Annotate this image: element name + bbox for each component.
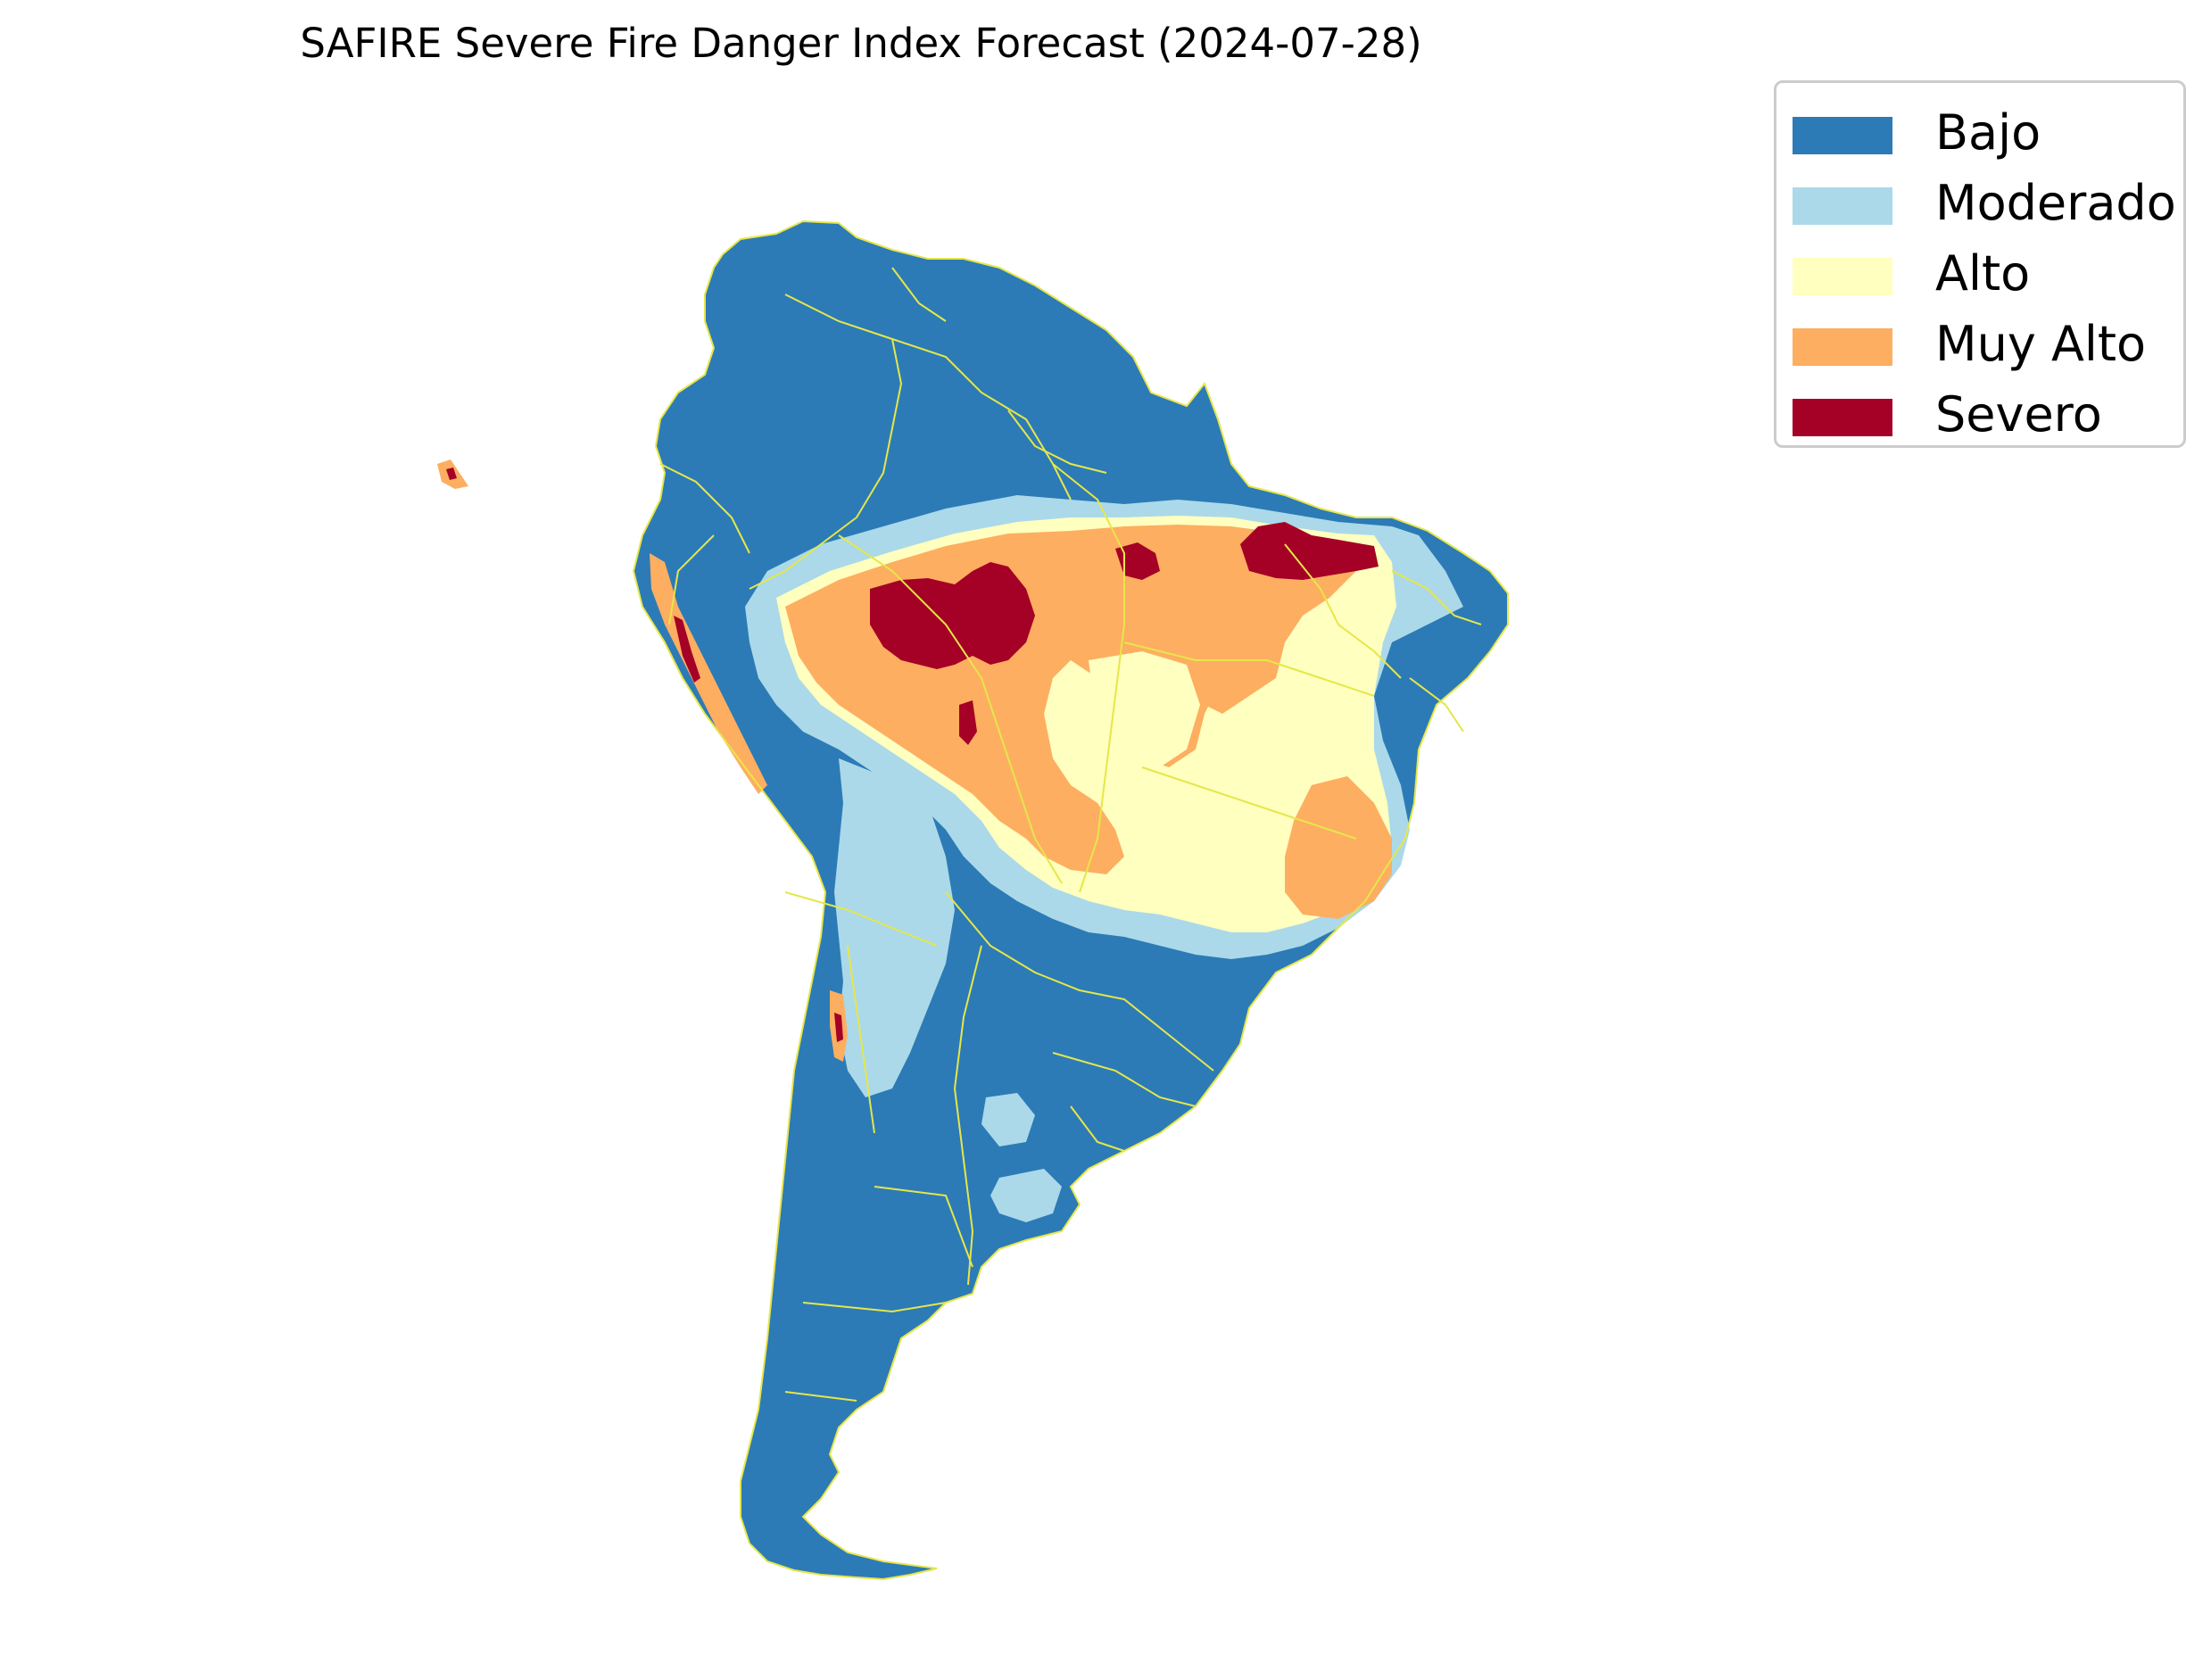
legend-label-moderado: Moderado <box>1935 175 2176 231</box>
legend-swatch-moderado <box>1793 187 1892 225</box>
region-coast-severo <box>674 616 700 683</box>
legend-item-moderado: Moderado <box>1793 171 2176 234</box>
legend-label-bajo: Bajo <box>1935 104 2041 161</box>
legend-swatch-severo <box>1793 399 1892 436</box>
legend-swatch-alto <box>1793 258 1892 295</box>
region-chile-severo <box>834 1013 843 1042</box>
legend-item-alto: Alto <box>1793 242 2176 304</box>
map-title: SAFIRE Severe Fire Danger Index Forecast… <box>300 20 1422 67</box>
region-galapagos-severo <box>446 468 457 480</box>
legend-item-severo: Severo <box>1793 383 2176 445</box>
region-severo-east <box>1240 522 1379 580</box>
legend-item-bajo: Bajo <box>1793 101 2176 163</box>
legend-swatch-bajo <box>1793 117 1892 154</box>
legend-label-severo: Severo <box>1935 386 2102 443</box>
region-severo-small <box>959 700 977 745</box>
region-severo-mid <box>1115 542 1160 580</box>
legend-label-muy-alto: Muy Alto <box>1935 316 2147 372</box>
map-legend: Bajo Moderado Alto Muy Alto Severo <box>1774 80 2186 448</box>
region-muy-alto-se <box>1285 776 1392 919</box>
region-muy-alto-c <box>1205 625 1285 714</box>
legend-swatch-muy-alto <box>1793 328 1892 366</box>
region-moderado-pampa <box>990 1169 1062 1222</box>
legend-label-alto: Alto <box>1935 245 2031 302</box>
admin-borders <box>632 219 1509 1581</box>
region-coast-muy-alto <box>650 553 767 794</box>
fire-danger-map <box>437 219 1509 1581</box>
region-moderado-east <box>981 1093 1035 1146</box>
legend-item-muy-alto: Muy Alto <box>1793 312 2176 375</box>
